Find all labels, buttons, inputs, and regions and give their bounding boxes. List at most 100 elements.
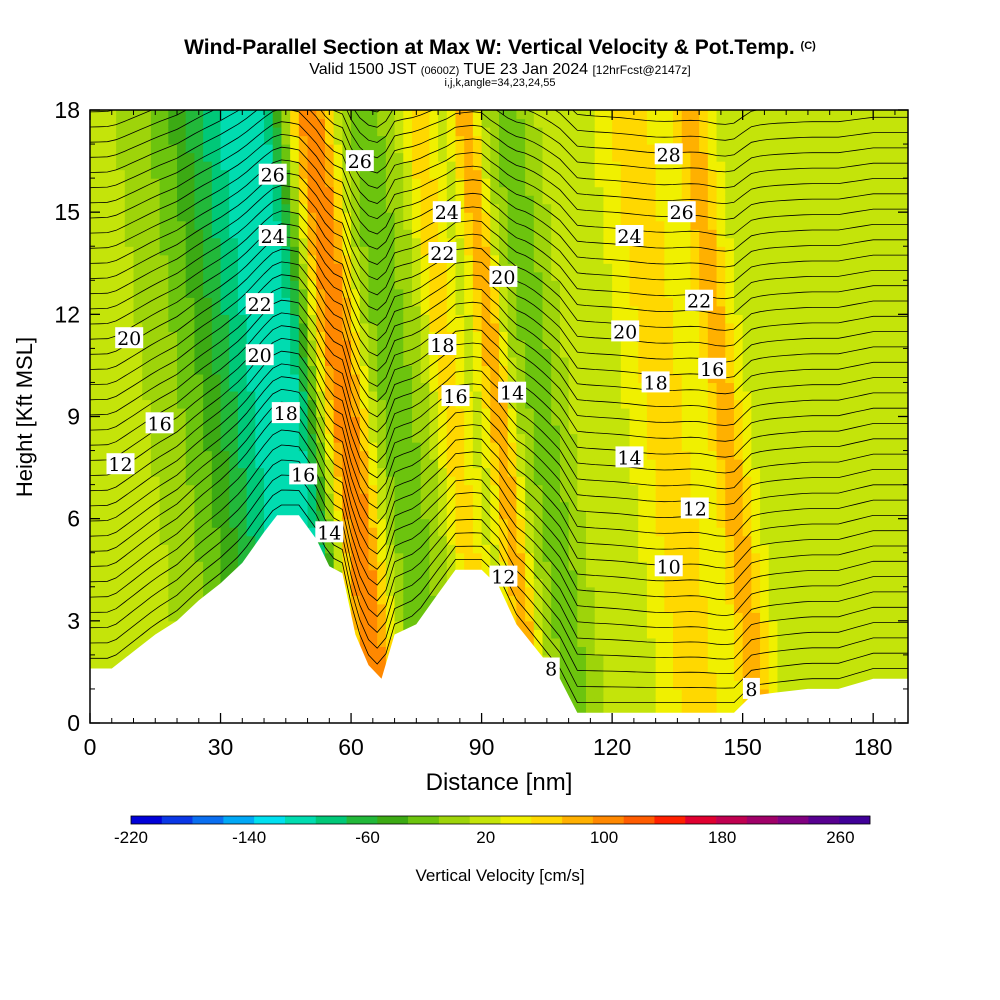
field-cell — [403, 169, 413, 179]
field-cell — [420, 152, 430, 162]
field-cell — [411, 322, 422, 332]
field-cell — [594, 671, 605, 682]
field-cell — [420, 518, 430, 528]
field-cell — [533, 578, 544, 588]
field-cell — [629, 152, 639, 162]
field-cell — [438, 501, 448, 511]
field-cell — [90, 263, 100, 273]
field-cell — [603, 552, 613, 562]
field-cell — [577, 322, 587, 332]
field-cell — [620, 365, 631, 375]
field-cell — [385, 144, 396, 154]
field-cell — [203, 195, 213, 205]
field-cell — [559, 169, 570, 179]
field-cell — [542, 382, 552, 392]
field-cell — [525, 612, 535, 622]
field-cell — [646, 527, 657, 537]
field-cell — [603, 501, 613, 511]
field-cell — [298, 263, 309, 273]
field-cell — [203, 399, 213, 409]
field-cell — [264, 322, 274, 332]
field-cell — [142, 467, 152, 477]
field-cell — [568, 425, 578, 435]
field-cell — [177, 271, 187, 281]
field-cell — [185, 569, 196, 579]
field-cell — [377, 425, 387, 435]
field-cell — [673, 169, 683, 179]
field-cell — [568, 688, 578, 699]
field-cell — [681, 271, 692, 281]
field-cell — [646, 705, 657, 716]
field-cell — [577, 331, 587, 341]
field-cell — [533, 501, 544, 511]
field-cell — [455, 152, 465, 162]
field-cell — [246, 144, 256, 154]
field-cell — [124, 416, 135, 426]
field-cell — [673, 297, 683, 307]
field-cell — [107, 373, 117, 384]
field-cell — [411, 450, 422, 460]
field-cell — [237, 186, 248, 196]
field-cell — [551, 552, 561, 562]
field-cell — [438, 578, 448, 588]
field-cell — [577, 169, 587, 179]
field-cell — [133, 280, 143, 290]
field-cell — [499, 493, 509, 503]
field-cell — [203, 220, 213, 230]
field-cell — [525, 161, 535, 171]
field-cell — [481, 510, 491, 520]
field-cell — [629, 527, 639, 537]
field-cell — [298, 348, 309, 358]
field-cell — [568, 203, 578, 213]
field-cell — [116, 595, 126, 605]
field-cell — [464, 195, 474, 205]
field-cell — [290, 390, 300, 401]
field-cell — [507, 118, 517, 128]
field-cell — [98, 280, 108, 290]
field-cell — [455, 322, 465, 332]
field-cell — [351, 603, 361, 613]
field-cell — [646, 629, 657, 639]
field-cell — [107, 339, 117, 349]
field-cell — [124, 110, 135, 120]
field-cell — [490, 510, 500, 520]
field-cell — [177, 127, 187, 137]
field-cell — [281, 459, 291, 469]
field-cell — [420, 135, 430, 145]
field-cell — [342, 229, 352, 239]
field-cell — [533, 646, 544, 656]
field-cell — [255, 407, 265, 418]
field-cell — [98, 229, 108, 239]
field-cell — [185, 229, 196, 239]
field-cell — [568, 288, 578, 298]
field-cell — [177, 603, 187, 613]
field-cell — [472, 246, 483, 256]
field-cell — [185, 586, 196, 596]
field-cell — [307, 390, 317, 401]
field-cell — [142, 305, 152, 315]
field-cell — [237, 246, 248, 256]
field-cell — [646, 535, 657, 545]
field-cell — [533, 416, 544, 426]
field-cell — [612, 654, 622, 664]
field-cell — [237, 382, 248, 392]
field-cell — [499, 246, 509, 256]
field-cell — [629, 518, 639, 528]
field-cell — [568, 510, 578, 520]
field-cell — [603, 271, 613, 281]
field-cell — [316, 322, 326, 332]
field-cell — [368, 390, 378, 401]
field-cell — [177, 135, 187, 145]
field-cell — [681, 561, 692, 571]
field-cell — [681, 144, 692, 154]
field-cell — [290, 110, 300, 120]
field-cell — [264, 186, 274, 196]
field-cell — [177, 110, 187, 120]
field-cell — [168, 152, 178, 162]
field-cell — [612, 373, 622, 384]
field-cell — [351, 322, 361, 332]
field-cell — [673, 271, 683, 281]
field-cell — [542, 144, 552, 154]
field-cell — [281, 203, 291, 213]
field-cell — [664, 629, 674, 639]
